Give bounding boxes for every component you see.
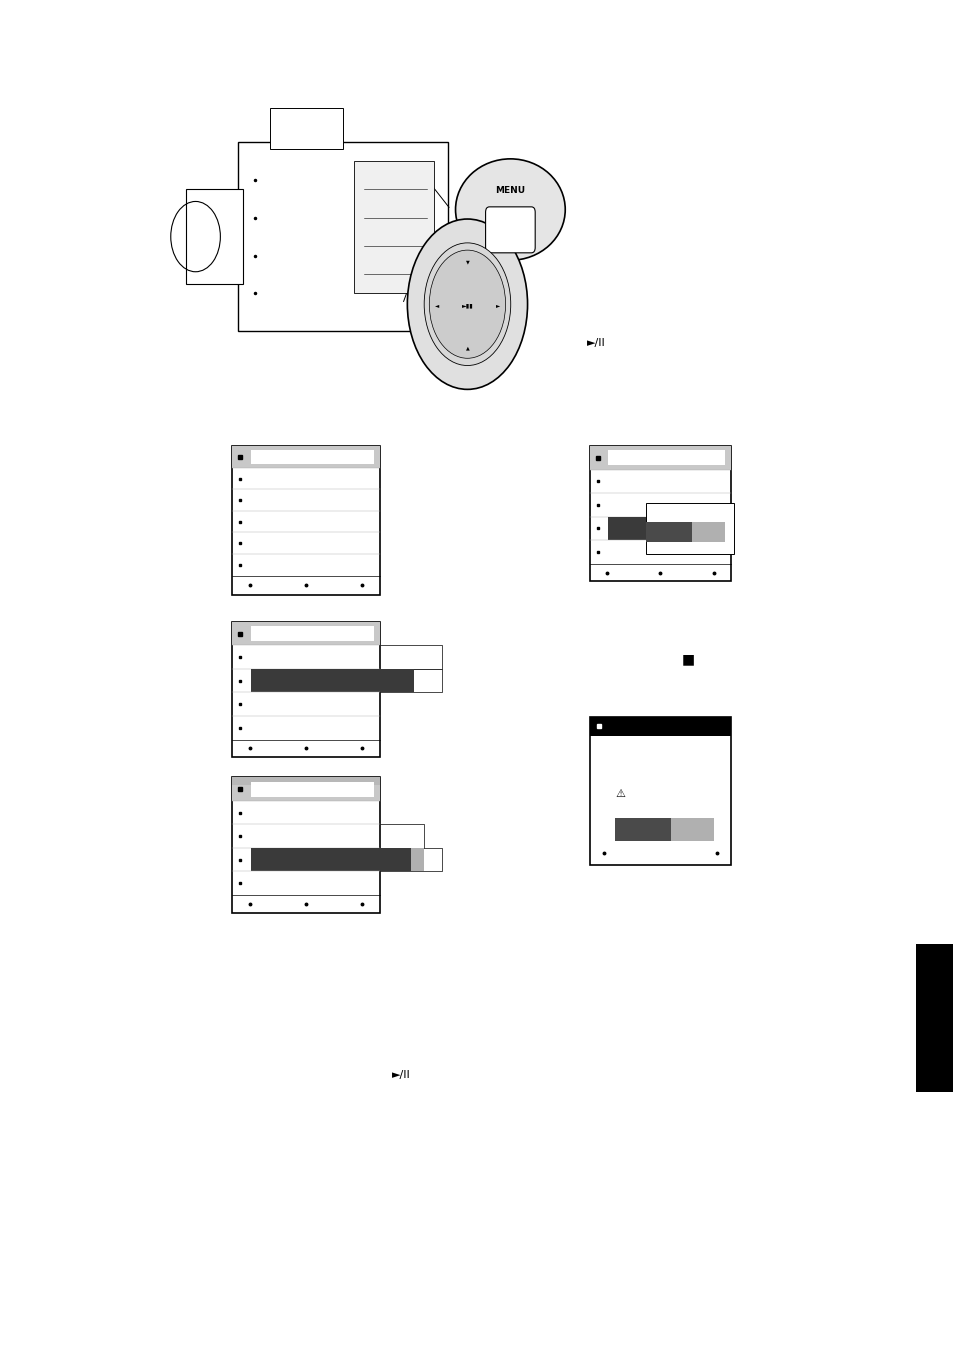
Bar: [645, 503, 733, 554]
Bar: [615, 818, 671, 841]
Bar: [354, 161, 434, 293]
Bar: [232, 446, 379, 468]
Bar: [232, 777, 379, 913]
Text: ►/II: ►/II: [392, 680, 411, 691]
Bar: [691, 522, 724, 542]
Bar: [645, 522, 691, 542]
Text: MENU: MENU: [495, 187, 525, 195]
Text: ▼: ▼: [465, 260, 469, 265]
Text: ■: ■: [681, 653, 695, 667]
Bar: [186, 189, 243, 284]
Bar: [379, 848, 441, 872]
Bar: [232, 777, 379, 784]
Bar: [607, 450, 724, 465]
Ellipse shape: [455, 158, 564, 260]
Text: ►▮▮: ►▮▮: [461, 303, 473, 308]
Bar: [671, 818, 713, 841]
Text: ►/II: ►/II: [392, 1069, 411, 1080]
FancyBboxPatch shape: [238, 142, 448, 331]
Bar: [607, 516, 730, 541]
Bar: [251, 669, 379, 692]
Bar: [589, 446, 730, 469]
Bar: [411, 848, 424, 872]
Bar: [232, 446, 379, 595]
Circle shape: [424, 243, 510, 365]
Bar: [232, 622, 379, 757]
Bar: [251, 626, 374, 641]
Bar: [589, 717, 730, 865]
Text: ▲: ▲: [465, 345, 469, 350]
Text: ►/II: ►/II: [392, 846, 411, 857]
Text: ►/II: ►/II: [586, 338, 605, 349]
Bar: [379, 645, 441, 669]
Bar: [589, 717, 730, 735]
Circle shape: [429, 250, 505, 358]
Bar: [251, 848, 379, 872]
Bar: [251, 450, 374, 464]
Bar: [915, 944, 953, 1092]
Bar: [589, 446, 730, 581]
Text: ◄: ◄: [435, 303, 438, 308]
Text: ►: ►: [496, 303, 499, 308]
Bar: [379, 669, 414, 692]
Bar: [379, 669, 441, 692]
Bar: [232, 622, 379, 645]
Bar: [251, 781, 374, 796]
FancyBboxPatch shape: [485, 207, 535, 253]
Bar: [232, 777, 379, 800]
Text: ⚠: ⚠: [615, 790, 625, 799]
Bar: [379, 848, 411, 872]
Bar: [379, 825, 424, 848]
Circle shape: [407, 219, 527, 389]
Bar: [270, 108, 343, 149]
